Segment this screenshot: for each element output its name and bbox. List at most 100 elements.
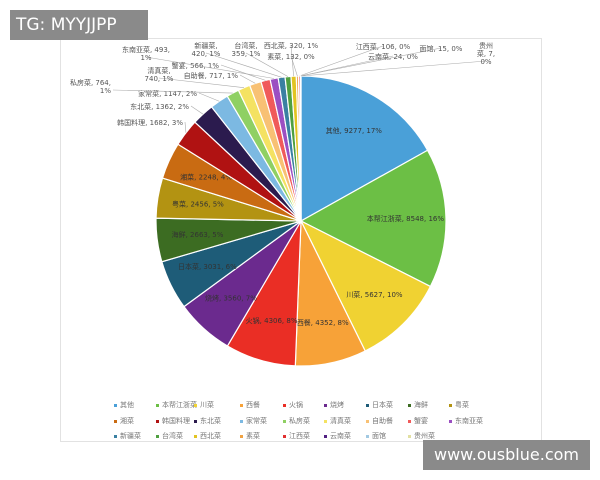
legend-label: 粤菜 bbox=[455, 401, 469, 409]
legend-label: 素菜 bbox=[246, 432, 260, 440]
leader-line bbox=[300, 60, 487, 77]
data-label: 面馆, 15, 0% bbox=[420, 44, 463, 53]
legend-swatch bbox=[324, 403, 327, 407]
data-label: 东北菜, 1362, 2% bbox=[130, 102, 189, 111]
legend-label: 日本菜 bbox=[372, 401, 393, 409]
leader-line bbox=[184, 121, 187, 133]
legend-item: 素菜 bbox=[240, 431, 260, 441]
legend-item: 云南菜 bbox=[324, 431, 351, 441]
legend-label: 家常菜 bbox=[246, 417, 267, 425]
legend-label: 清真菜 bbox=[330, 417, 351, 425]
leader-line bbox=[205, 52, 282, 78]
legend-swatch bbox=[449, 403, 452, 407]
legend-swatch bbox=[366, 403, 369, 407]
legend-label: 自助餐 bbox=[372, 417, 393, 425]
legend-label: 蟹宴 bbox=[414, 417, 428, 425]
leader-line bbox=[299, 45, 384, 77]
legend-label: 西餐 bbox=[246, 401, 260, 409]
leader-line bbox=[190, 105, 204, 115]
legend-swatch bbox=[114, 403, 117, 407]
data-label: 粤菜, 2456, 5% bbox=[172, 199, 224, 208]
legend-label: 其他 bbox=[120, 401, 134, 409]
legend-swatch bbox=[240, 419, 243, 423]
legend-swatch bbox=[194, 434, 197, 438]
watermark-top-left: TG: MYYJJPP bbox=[10, 10, 148, 40]
legend-item: 西餐 bbox=[240, 400, 260, 410]
legend-swatch bbox=[156, 434, 159, 438]
data-label: 烧烤, 3560, 7% bbox=[205, 293, 257, 302]
legend-swatch bbox=[156, 403, 159, 407]
legend-item: 其他 bbox=[114, 400, 134, 410]
data-label: 其他, 9277, 17% bbox=[326, 126, 383, 135]
legend-item: 贵州菜 bbox=[408, 431, 435, 441]
leader-line bbox=[198, 92, 220, 102]
data-label: 海鲜, 2663, 5% bbox=[172, 230, 224, 239]
leader-line bbox=[220, 64, 266, 81]
data-label: 西餐, 4352, 8% bbox=[297, 318, 349, 327]
leader-line bbox=[245, 52, 289, 77]
legend-item: 烧烤 bbox=[324, 400, 344, 410]
data-label: 自助餐, 717, 1% bbox=[184, 71, 239, 80]
legend-swatch bbox=[283, 403, 286, 407]
legend-label: 贵州菜 bbox=[414, 432, 435, 440]
chart-card: 其他, 9277, 17% 本帮江浙菜, 8548, 16% 川菜, 5627, 1… bbox=[60, 38, 542, 442]
data-label: 火锅, 4306, 8% bbox=[246, 316, 298, 325]
legend-swatch bbox=[408, 419, 411, 423]
legend-item: 火锅 bbox=[283, 400, 303, 410]
legend-label: 本帮江浙菜 bbox=[162, 401, 197, 409]
legend-label: 东南亚菜 bbox=[455, 417, 483, 425]
legend-swatch bbox=[283, 419, 286, 423]
legend-swatch bbox=[366, 419, 369, 423]
legend-label: 火锅 bbox=[289, 401, 303, 409]
legend-swatch bbox=[240, 434, 243, 438]
legend-label: 西北菜 bbox=[200, 432, 221, 440]
legend-label: 私房菜 bbox=[289, 417, 310, 425]
legend-swatch bbox=[240, 403, 243, 407]
data-label: 本帮江浙菜, 8548, 16% bbox=[367, 214, 445, 223]
legend-label: 新疆菜 bbox=[120, 432, 141, 440]
data-label: 东南亚菜, 493, 1% bbox=[122, 45, 170, 62]
legend-swatch bbox=[114, 419, 117, 423]
leader-line bbox=[239, 74, 256, 84]
legend-swatch bbox=[408, 434, 411, 438]
legend-item: 湘菜 bbox=[114, 416, 134, 426]
legend-item: 西北菜 bbox=[194, 431, 221, 441]
legend-label: 台湾菜 bbox=[162, 432, 183, 440]
data-label: 川菜, 5627, 10% bbox=[346, 290, 403, 299]
legend-item: 面馆 bbox=[366, 431, 386, 441]
data-label: 清真菜, 740, 1% bbox=[145, 66, 174, 83]
legend-swatch bbox=[114, 434, 117, 438]
pie-chart: 其他, 9277, 17% 本帮江浙菜, 8548, 16% 川菜, 5627, 1… bbox=[70, 41, 495, 367]
data-label: 江西菜, 106, 0% bbox=[356, 42, 411, 51]
legend-item: 清真菜 bbox=[324, 416, 351, 426]
legend-item: 本帮江浙菜 bbox=[156, 400, 197, 410]
legend-swatch bbox=[366, 434, 369, 438]
data-label: 贵州菜, 7, 0% bbox=[477, 41, 495, 66]
legend-label: 湘菜 bbox=[120, 417, 134, 425]
legend-swatch bbox=[408, 403, 411, 407]
data-label: 家常菜, 1147, 2% bbox=[138, 89, 197, 98]
legend-item: 家常菜 bbox=[240, 416, 267, 426]
leader-line bbox=[145, 56, 275, 79]
data-label: 韩国料理, 1682, 3% bbox=[117, 118, 183, 127]
legend-swatch bbox=[449, 419, 452, 423]
legend-item: 东北菜 bbox=[194, 416, 221, 426]
legend-swatch bbox=[156, 419, 159, 423]
data-label: 私房菜, 764, 1% bbox=[70, 78, 111, 95]
legend-label: 烧烤 bbox=[330, 401, 344, 409]
pie-slice-2 bbox=[299, 219, 432, 352]
pie-slice-0 bbox=[300, 75, 429, 223]
legend-swatch bbox=[324, 419, 327, 423]
data-label: 云南菜, 24, 0% bbox=[368, 52, 418, 61]
data-label: 素菜, 132, 0% bbox=[267, 52, 315, 61]
legend-item: 日本菜 bbox=[366, 400, 393, 410]
legend-item: 新疆菜 bbox=[114, 431, 141, 441]
pie-slice-1 bbox=[299, 149, 447, 288]
legend-item: 自助餐 bbox=[366, 416, 393, 426]
data-label: 台湾菜, 359, 1% bbox=[232, 41, 261, 58]
legend-label: 海鲜 bbox=[414, 401, 428, 409]
data-label: 湘菜, 2248, 4% bbox=[180, 173, 232, 182]
legend-label: 川菜 bbox=[200, 401, 214, 409]
legend-label: 韩国料理 bbox=[162, 417, 190, 425]
legend-item: 蟹宴 bbox=[408, 416, 428, 426]
